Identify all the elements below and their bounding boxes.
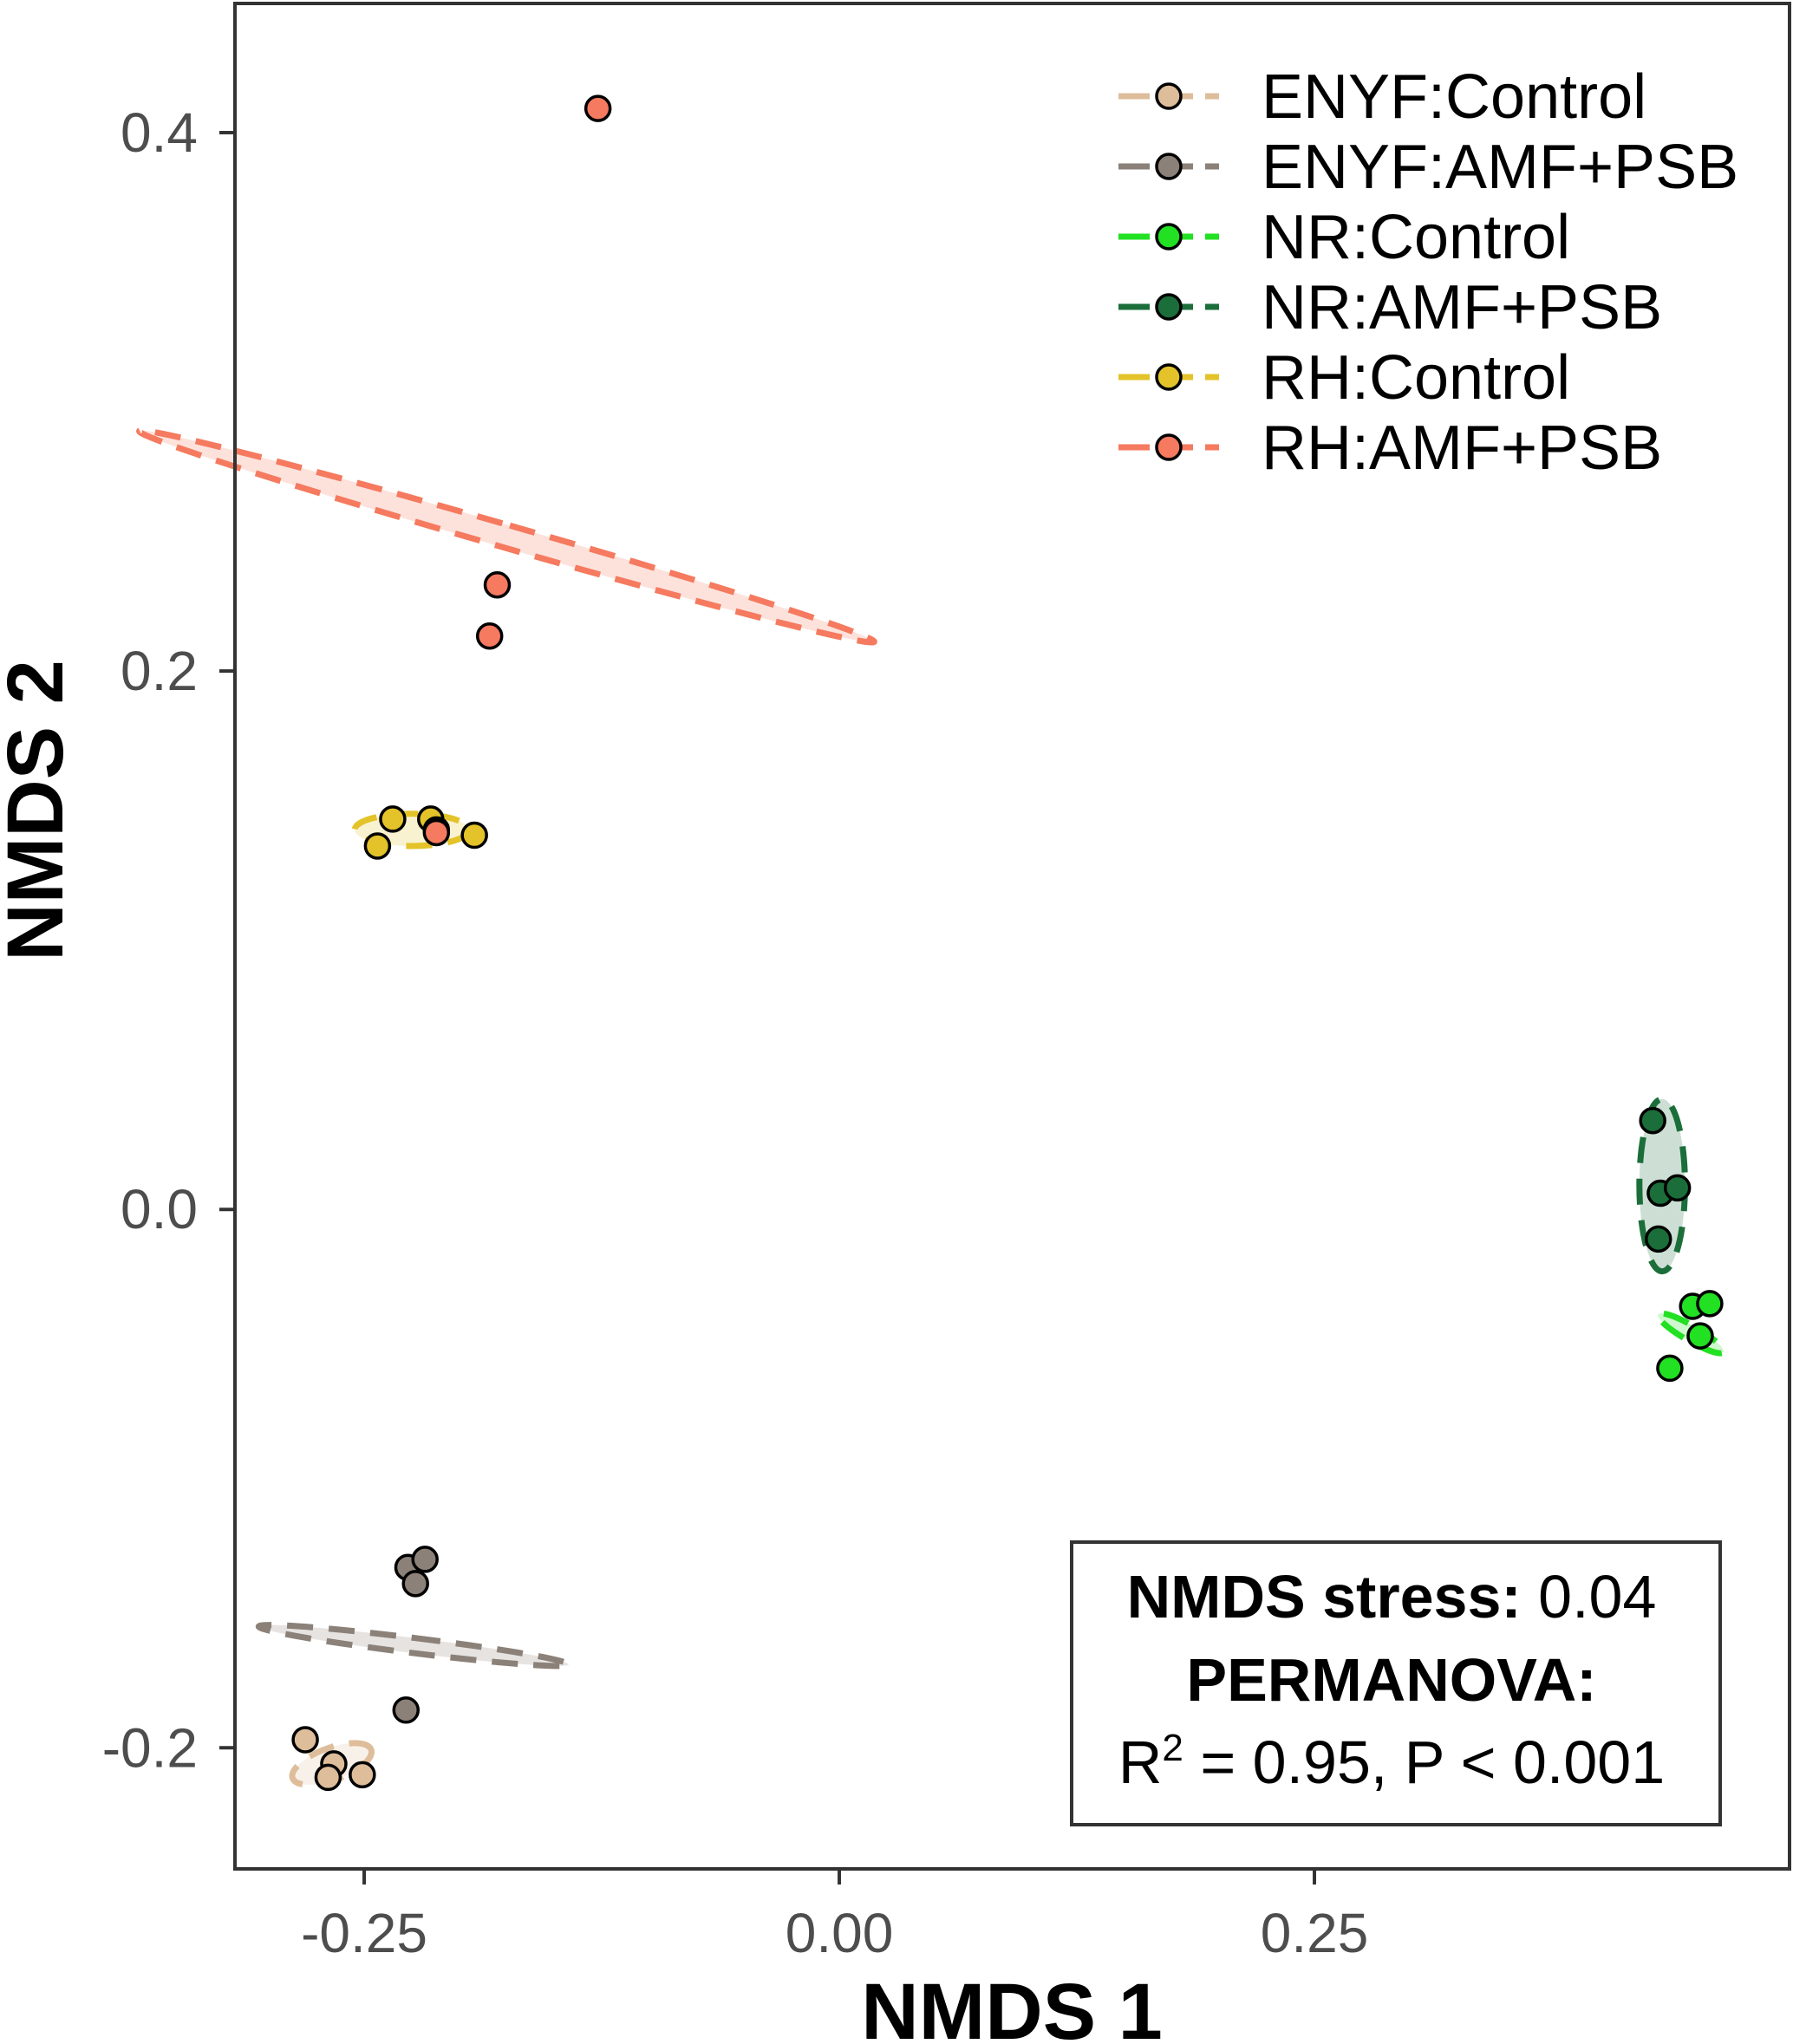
point-nr-amf-psb-3 xyxy=(1663,1174,1692,1202)
legend-label: RH:AMF+PSB xyxy=(1262,413,1662,483)
legend-marker xyxy=(1155,223,1183,251)
y-tick-label: 0.2 xyxy=(121,640,198,702)
legend-item-enyf-amf-psb: ENYF:AMF+PSB xyxy=(1118,133,1738,202)
permanova-values: = 0.95, P < 0.001 xyxy=(1183,1728,1665,1796)
point-enyf-control-1 xyxy=(291,1726,319,1754)
permanova-result: R2 = 0.95, P < 0.001 xyxy=(1118,1727,1665,1796)
point-layer xyxy=(291,94,1724,1792)
x-tick-label: 0.25 xyxy=(1261,1902,1369,1964)
x-tick-label: -0.25 xyxy=(301,1902,427,1964)
legend-label: NR:AMF+PSB xyxy=(1262,273,1662,342)
r-squared-symbol: R xyxy=(1118,1728,1163,1796)
point-rh-amf-psb-1 xyxy=(584,94,612,122)
legend-label: ENYF:Control xyxy=(1262,62,1646,132)
stress-value: 0.04 xyxy=(1522,1563,1657,1631)
stats-annotation-box: NMDS stress: 0.04 PERMANOVA: R2 = 0.95, … xyxy=(1070,1540,1722,1826)
point-rh-control-5 xyxy=(460,821,488,849)
legend-item-nr-control: NR:Control xyxy=(1118,203,1570,272)
legend: ENYF:ControlENYF:AMF+PSBNR:ControlNR:AMF… xyxy=(1118,62,1738,483)
point-nr-control-4 xyxy=(1656,1354,1684,1383)
legend-item-rh-control: RH:Control xyxy=(1118,343,1570,413)
plot-panel-border xyxy=(233,2,1791,1871)
point-nr-amf-psb-4 xyxy=(1645,1225,1672,1253)
point-enyf-amf-psb-2 xyxy=(411,1546,439,1573)
stress-line: NMDS stress: 0.04 xyxy=(1127,1563,1657,1631)
legend-label: RH:Control xyxy=(1262,343,1570,413)
y-axis-title: NMDS 2 xyxy=(0,660,80,961)
legend-item-rh-amf-psb: RH:AMF+PSB xyxy=(1118,413,1662,483)
x-tick-label: 0.00 xyxy=(786,1902,894,1964)
point-rh-amf-psb-3 xyxy=(475,622,504,650)
x-axis-title: NMDS 1 xyxy=(861,1968,1163,2044)
point-rh-control-1 xyxy=(363,832,392,860)
point-enyf-amf-psb-3 xyxy=(401,1570,429,1598)
ellipse-rh-amf-psb xyxy=(136,427,877,646)
point-nr-amf-psb-1 xyxy=(1639,1106,1666,1135)
y-tick-label: 0.4 xyxy=(121,101,198,164)
point-enyf-control-4 xyxy=(349,1761,376,1789)
legend-label: NR:Control xyxy=(1262,203,1570,272)
point-nr-control-2 xyxy=(1696,1290,1724,1318)
legend-marker xyxy=(1155,433,1183,461)
ellipse-enyf-amf-psb xyxy=(255,1622,572,1670)
legend-label: ENYF:AMF+PSB xyxy=(1262,133,1738,202)
point-enyf-amf-psb-4 xyxy=(392,1696,421,1724)
legend-marker xyxy=(1155,153,1183,180)
stress-label: NMDS stress: xyxy=(1127,1563,1522,1631)
legend-marker xyxy=(1155,82,1183,110)
point-nr-control-3 xyxy=(1686,1322,1714,1350)
y-tick-label: -0.2 xyxy=(102,1716,198,1779)
point-rh-amf-psb-4 xyxy=(422,818,451,847)
legend-marker xyxy=(1155,293,1183,321)
legend-marker xyxy=(1155,363,1183,391)
y-tick-label: 0.0 xyxy=(121,1178,198,1240)
point-rh-control-2 xyxy=(379,805,407,833)
legend-item-nr-amf-psb: NR:AMF+PSB xyxy=(1118,273,1662,342)
stats-box-frame xyxy=(1070,1540,1722,1826)
permanova-label: PERMANOVA: xyxy=(1186,1646,1596,1714)
axis-layer: -0.25 0.00 0.25 -0.2 0.0 0.2 0.4 xyxy=(102,101,1369,1964)
point-enyf-control-3 xyxy=(314,1763,342,1792)
point-rh-amf-psb-2 xyxy=(483,571,512,599)
r-squared-superscript: 2 xyxy=(1162,1727,1183,1769)
legend-item-enyf-control: ENYF:Control xyxy=(1118,62,1646,132)
